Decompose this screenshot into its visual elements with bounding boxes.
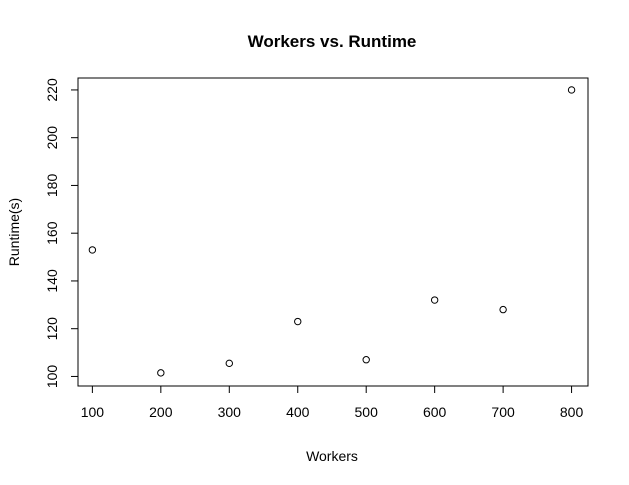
y-tick-label: 160 xyxy=(44,221,60,245)
x-tick-label: 400 xyxy=(286,404,310,420)
data-point xyxy=(225,359,233,368)
x-tick-label: 600 xyxy=(423,404,447,420)
y-tick-label: 100 xyxy=(44,365,60,389)
data-points xyxy=(88,86,576,377)
plot-frame xyxy=(77,77,589,387)
y-axis-label: Runtime(s) xyxy=(6,198,22,266)
x-tick-label: 300 xyxy=(218,404,242,420)
data-point xyxy=(499,305,507,314)
x-tick-label: 800 xyxy=(560,404,584,420)
y-tick-label: 120 xyxy=(44,317,60,341)
data-point xyxy=(157,369,165,377)
data-point xyxy=(88,246,97,254)
data-point xyxy=(362,356,370,364)
data-point xyxy=(567,86,576,94)
data-point xyxy=(430,296,439,304)
y-tick-label: 200 xyxy=(44,126,60,150)
y-tick-label: 180 xyxy=(44,174,60,198)
x-axis-label: Workers xyxy=(306,448,358,464)
x-tick-label: 700 xyxy=(491,404,515,420)
y-tick-label: 220 xyxy=(44,78,60,102)
x-tick-label: 200 xyxy=(149,404,173,420)
x-tick-label: 500 xyxy=(355,404,379,420)
chart-title: Workers vs. Runtime xyxy=(248,32,417,51)
x-axis: 100 200 300 400 500 600 700 800 xyxy=(81,385,584,420)
y-axis: 100 120 140 160 180 200 220 xyxy=(44,78,79,389)
x-tick-label: 100 xyxy=(81,404,105,420)
data-point xyxy=(294,317,302,326)
y-tick-label: 140 xyxy=(44,269,60,293)
